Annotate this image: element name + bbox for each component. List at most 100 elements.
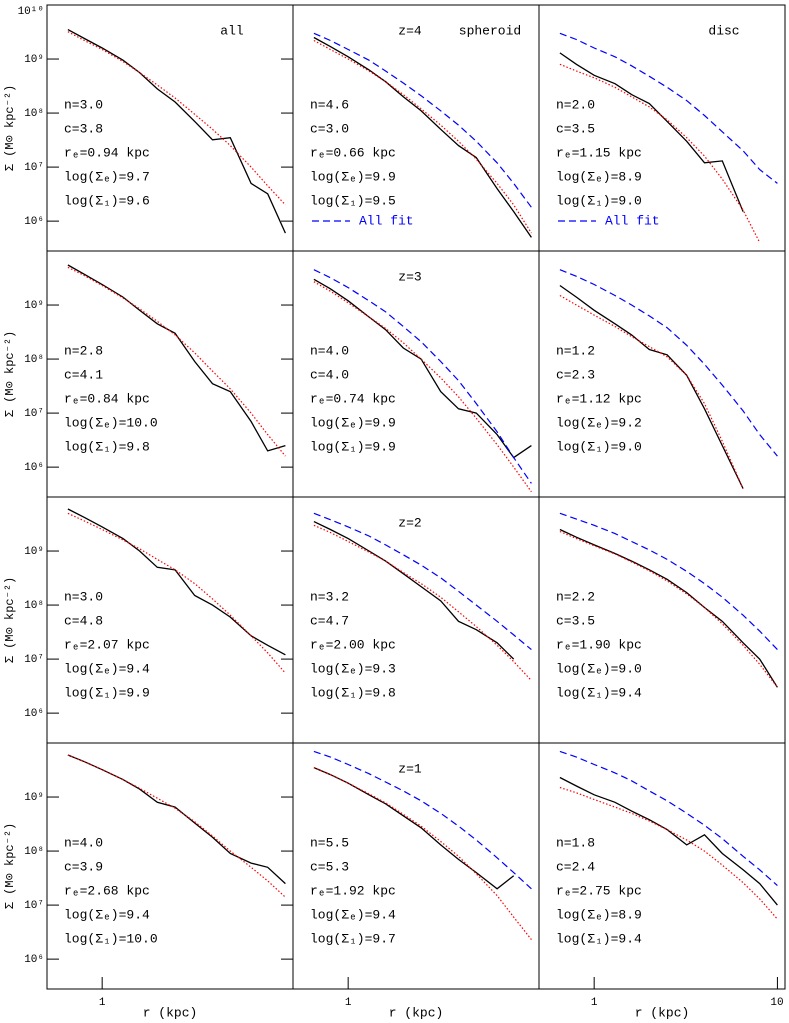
- redshift-label: z=2: [398, 515, 421, 530]
- fit-parameter: log(Σₑ)=9.7: [64, 169, 150, 184]
- profile-line: [559, 776, 778, 906]
- fit-parameter: c=3.0: [310, 121, 349, 136]
- y-tick-label: 10⁷: [24, 654, 44, 666]
- fit-parameter: c=4.0: [310, 367, 349, 382]
- fit-parameter: log(Σ₁)=9.5: [310, 193, 396, 208]
- fit-parameter: n=4.0: [64, 835, 103, 850]
- profile-line: [559, 52, 744, 212]
- y-tick-label: 10⁸: [24, 846, 44, 858]
- fit-parameter: c=5.3: [310, 859, 349, 874]
- fit-parameter: log(Σ₁)=9.4: [556, 685, 642, 700]
- plot-area: [313, 512, 532, 682]
- panel-title: disc: [708, 23, 739, 38]
- plot-area: [67, 508, 286, 674]
- profile-line: [313, 32, 532, 208]
- y-tick-label: 10⁶: [24, 954, 44, 966]
- y-tick-label: 10⁹: [24, 792, 44, 804]
- y-axis-label: Σ (M⊙ kpc⁻²): [3, 331, 17, 417]
- plot-area: [559, 269, 778, 489]
- fit-parameter: log(Σ₁)=9.0: [556, 439, 642, 454]
- y-tick-label: 10⁷: [24, 408, 44, 420]
- profile-line: [559, 284, 744, 489]
- x-tick-label: 1: [345, 997, 352, 1009]
- y-tick-label: 10⁶: [24, 216, 44, 228]
- profile-line: [67, 29, 286, 234]
- profile-line: [313, 767, 515, 890]
- y-tick-label: 10⁸: [24, 354, 44, 366]
- y-tick-label: 10⁸: [24, 108, 44, 120]
- profile-line: [67, 266, 286, 457]
- fit-parameter: log(Σ₁)=10.0: [64, 931, 158, 946]
- y-tick-label: 10⁶: [24, 462, 44, 474]
- profile-line: [313, 750, 532, 890]
- fit-parameter: n=1.8: [556, 835, 595, 850]
- fit-parameter: rₑ=1.15 kpc: [556, 145, 642, 160]
- fit-parameter: n=3.0: [64, 589, 103, 604]
- fit-parameter: rₑ=1.12 kpc: [556, 391, 642, 406]
- profile-line: [559, 786, 778, 920]
- fit-parameter: log(Σ₁)=9.0: [556, 193, 642, 208]
- fit-parameter: log(Σₑ)=8.9: [556, 907, 642, 922]
- fit-parameter: rₑ=0.94 kpc: [64, 145, 150, 160]
- fit-parameter: log(Σ₁)=9.4: [556, 931, 642, 946]
- x-axis-label: r (kpc): [635, 1005, 690, 1020]
- legend-label: All fit: [359, 213, 414, 228]
- fit-parameter: n=4.6: [310, 97, 349, 112]
- fit-parameter: rₑ=1.90 kpc: [556, 637, 642, 652]
- fit-parameter: log(Σₑ)=9.2: [556, 415, 642, 430]
- legend-label: All fit: [605, 213, 660, 228]
- fit-parameter: log(Σₑ)=9.4: [310, 907, 396, 922]
- fit-parameter: n=4.0: [310, 343, 349, 358]
- plot-area: [67, 29, 286, 234]
- plot-area: [67, 754, 286, 898]
- profile-line: [559, 530, 778, 688]
- fit-parameter: c=3.8: [64, 121, 103, 136]
- fit-parameter: rₑ=0.74 kpc: [310, 391, 396, 406]
- fit-parameter: rₑ=2.68 kpc: [64, 883, 150, 898]
- fit-parameter: n=2.8: [64, 343, 103, 358]
- fit-parameter: log(Σ₁)=9.8: [310, 685, 396, 700]
- fit-parameter: log(Σₑ)=8.9: [556, 169, 642, 184]
- fit-parameter: log(Σₑ)=10.0: [64, 415, 158, 430]
- fit-parameter: log(Σₑ)=9.4: [64, 907, 150, 922]
- fit-parameter: log(Σₑ)=9.3: [310, 661, 396, 676]
- y-axis-label: Σ (M⊙ kpc⁻²): [3, 577, 17, 663]
- fit-parameter: log(Σₑ)=9.9: [310, 169, 396, 184]
- plot-area: [313, 32, 532, 238]
- y-tick-label: 10⁸: [24, 600, 44, 612]
- profile-line: [559, 32, 778, 184]
- y-axis-label: Σ (M⊙ kpc⁻²): [3, 85, 17, 171]
- plot-area: [67, 264, 286, 457]
- x-axis-label: r (kpc): [143, 1005, 198, 1020]
- panel-frame: [538, 742, 786, 990]
- fit-parameter: n=1.2: [556, 343, 595, 358]
- y-tick-label: 10⁷: [24, 162, 44, 174]
- profile-line: [559, 294, 744, 489]
- profile-line: [559, 269, 778, 457]
- fit-parameter: log(Σ₁)=9.6: [64, 193, 150, 208]
- fit-parameter: n=5.5: [310, 835, 349, 850]
- plot-area: [559, 750, 778, 920]
- plot-area: [313, 750, 532, 940]
- fit-parameter: rₑ=0.84 kpc: [64, 391, 150, 406]
- plot-area: [559, 512, 778, 688]
- y-tick-label: 10⁶: [24, 708, 44, 720]
- fit-parameter: log(Σ₁)=9.9: [64, 685, 150, 700]
- fit-parameter: log(Σₑ)=9.4: [64, 661, 150, 676]
- y-tick-label: 10⁹: [24, 546, 44, 558]
- fit-parameter: c=4.8: [64, 613, 103, 628]
- fit-parameter: log(Σ₁)=9.9: [310, 439, 396, 454]
- fit-parameter: n=3.2: [310, 589, 349, 604]
- y-tick-label: 10⁷: [24, 900, 44, 912]
- profile-line: [313, 278, 532, 459]
- fit-parameter: log(Σₑ)=9.9: [310, 415, 396, 430]
- fit-parameter: log(Σ₁)=9.8: [64, 439, 150, 454]
- fit-parameter: c=2.3: [556, 367, 595, 382]
- profile-line: [67, 31, 286, 206]
- profile-line: [313, 281, 532, 493]
- y-tick-label: 10¹⁰: [18, 6, 44, 18]
- profile-line: [67, 508, 286, 656]
- redshift-label: z=4: [398, 23, 422, 38]
- panel-title: all: [220, 23, 244, 38]
